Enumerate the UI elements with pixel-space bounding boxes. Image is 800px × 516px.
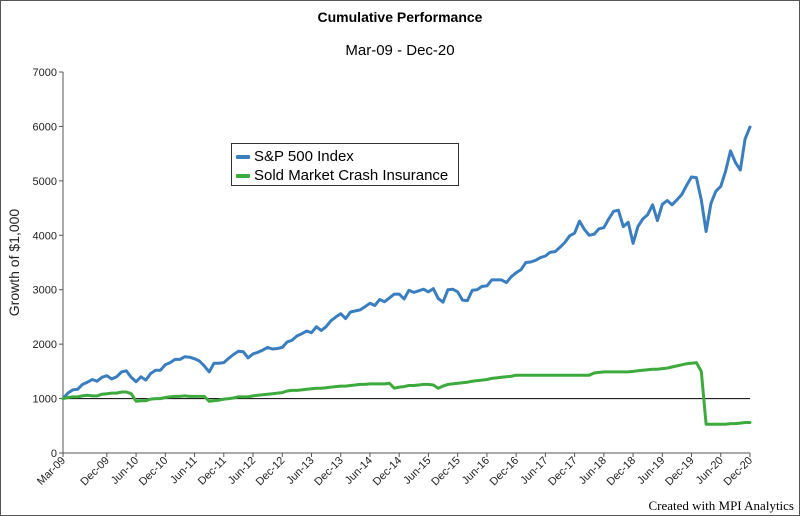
x-tick-label: Dec-19	[663, 455, 697, 489]
y-tick-label: 4000	[33, 230, 57, 242]
credit-text: Created with MPI Analytics	[648, 498, 794, 513]
x-tick-label: Jun-20	[694, 455, 726, 487]
legend-swatch-sp500	[236, 154, 250, 159]
axes: 0 1000 2000 3000 4000 5000 6000 7000 Growth of $…	[6, 67, 755, 488]
series-line-sp500	[61, 125, 752, 401]
x-tick-label: Jun-15	[401, 455, 433, 487]
x-tick-label: Dec-09	[78, 455, 112, 489]
y-axis-title: Growth of $1,000	[6, 209, 22, 317]
y-tick-label: 1000	[33, 394, 57, 406]
series-layer	[61, 125, 752, 426]
x-tick-label: Jun-17	[518, 455, 550, 487]
y-tick-label: 2000	[33, 339, 57, 351]
line-chart: 0 1000 2000 3000 4000 5000 6000 7000 Growth of $…	[6, 67, 755, 488]
x-tick-label: Dec-15	[429, 455, 463, 489]
y-tick-label: 0	[51, 448, 57, 460]
x-tick-label: Jun-18	[577, 455, 609, 487]
y-tick-label: 3000	[33, 285, 57, 297]
x-tick-label: Dec-14	[371, 455, 405, 489]
y-tick-label: 6000	[33, 121, 57, 133]
legend-label-insurance: Sold Market Crash Insurance	[254, 167, 449, 184]
x-tick-label: Jun-10	[109, 455, 141, 487]
x-tick-label: Jun-13	[284, 455, 316, 487]
y-tick-label: 7000	[33, 67, 57, 79]
x-tick-label: Dec-13	[312, 455, 346, 489]
x-tick-label: Dec-12	[254, 455, 288, 489]
legend-label-sp500: S&P 500 Index	[254, 148, 354, 165]
x-tick-label: Dec-17	[546, 455, 580, 489]
x-tick-label: Dec-10	[137, 455, 171, 489]
chart-subtitle: Mar-09 - Dec-20	[345, 42, 455, 59]
x-tick-label: Dec-20	[722, 455, 756, 489]
x-tick-label: Jun-14	[343, 455, 375, 487]
x-tick-label: Jun-16	[460, 455, 492, 487]
y-tick-label: 5000	[33, 176, 57, 188]
legend: S&P 500 Index Sold Market Crash Insuranc…	[231, 143, 459, 186]
legend-item-sp500: S&P 500 Index	[236, 147, 454, 166]
legend-item-insurance: Sold Market Crash Insurance	[236, 166, 454, 185]
x-tick-label: Jun-19	[635, 455, 667, 487]
chart-title: Cumulative Performance	[317, 9, 483, 25]
x-tick-label: Dec-11	[196, 455, 229, 488]
x-tick-label: Dec-16	[488, 455, 522, 489]
x-tick-label: Dec-18	[605, 455, 639, 489]
x-tick-label: Jun-12	[226, 455, 258, 487]
x-tick-label: Jun-11	[168, 455, 200, 487]
legend-swatch-insurance	[236, 173, 250, 178]
series-line-insurance	[61, 361, 752, 426]
